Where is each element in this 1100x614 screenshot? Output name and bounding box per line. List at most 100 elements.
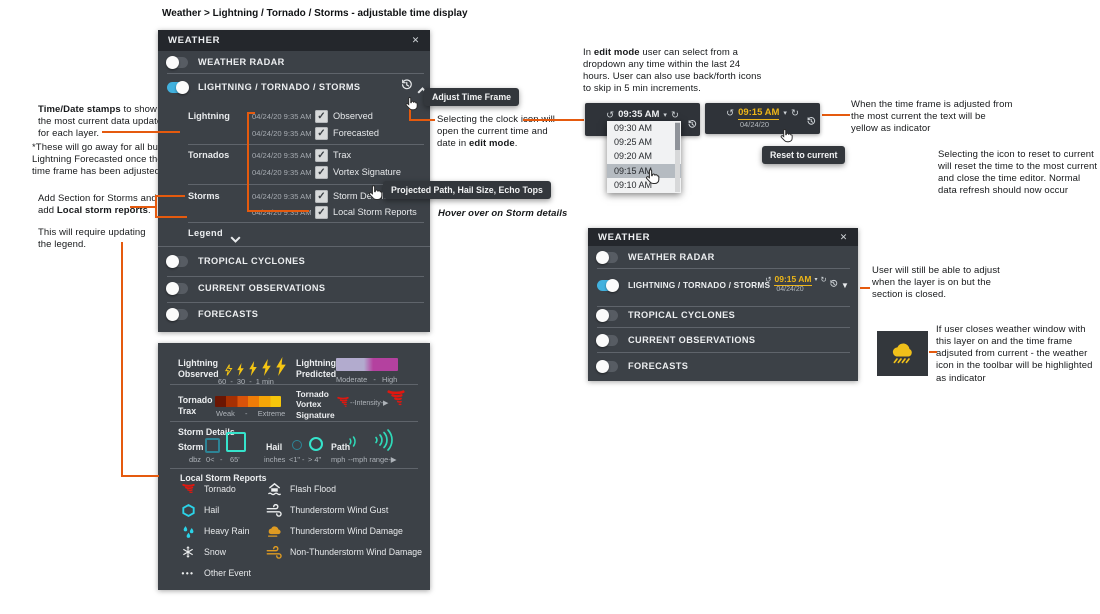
reset-to-current-icon[interactable]	[806, 113, 816, 131]
dropdown-item[interactable]: 09:20 AM	[614, 151, 653, 162]
layer-weather-radar[interactable]: WEATHER RADAR	[628, 252, 715, 262]
toggle-weather-radar[interactable]	[166, 56, 188, 69]
toggle-forecasts[interactable]	[596, 360, 618, 373]
divider	[167, 276, 424, 277]
annotation-add-section: Add Section for Storms and add Local sto…	[38, 193, 166, 217]
path-label: Path	[331, 442, 351, 452]
back-5min-icon[interactable]: ↺	[606, 109, 615, 121]
toggle-knob	[596, 309, 609, 322]
cursor-hand-icon	[366, 183, 385, 207]
annotation-text: Selecting the clock icon will open the c…	[437, 114, 556, 150]
layer-lightning-tornado-storms[interactable]: LIGHTNING / TORNADO / STORMS	[198, 82, 361, 92]
legend-toggle[interactable]: Legend	[188, 228, 224, 238]
layer-lightning-tornado-storms[interactable]: LIGHTNING / TORNADO / STORMS	[628, 280, 771, 290]
adjusted-time-value[interactable]: 09:15 AM	[774, 274, 812, 286]
annotation-text: .	[514, 138, 518, 150]
tornado-icon	[180, 483, 196, 496]
connector-line	[409, 102, 411, 121]
layer-row-storm-details: 04/24/20 9:35 AM ✓ Storm Details	[252, 188, 388, 204]
adjusted-time-value[interactable]: 09:15 AM	[738, 107, 780, 120]
dropdown-item[interactable]: 09:10 AM	[614, 179, 653, 190]
divider	[597, 268, 850, 269]
layer-row-vortex-signature: 04/24/20 9:35 AM ✓ Vortex Signature	[252, 164, 401, 180]
lsr-snow: Snow	[180, 544, 226, 560]
layer-tropical-cyclones[interactable]: TROPICAL CYCLONES	[628, 310, 736, 320]
weather-window-collapsed: WEATHER ✕ WEATHER RADAR LIGHTNING / TORN…	[588, 228, 858, 381]
scrollbar-track[interactable]	[675, 122, 680, 192]
storm-min: 0<	[206, 455, 215, 464]
checkbox-trax[interactable]: ✓	[315, 148, 328, 162]
lsr-label: Other Event	[204, 568, 251, 578]
toggle-tropical-cyclones[interactable]	[166, 255, 188, 268]
lightning-predicted-gradient	[336, 358, 398, 371]
close-icon[interactable]: ✕	[839, 231, 848, 242]
inline-time-row: ↺ 09:15 AM ▾ ↻	[754, 274, 838, 286]
timestamp: 04/24/20 9:35 AM	[252, 167, 312, 177]
cursor-hand-icon	[403, 95, 420, 117]
storm-max: 65'	[230, 455, 240, 464]
toggle-current-observations[interactable]	[166, 282, 188, 295]
layer-current-observations[interactable]: CURRENT OBSERVATIONS	[198, 283, 326, 293]
dropdown-item-selected[interactable]: 09:15 AM	[607, 163, 681, 178]
annotation-goaway: *These will go away for all but Lightnin…	[32, 142, 163, 178]
toggle-lightning-tornado-storms[interactable]	[167, 81, 189, 94]
toggle-weather-radar[interactable]	[596, 251, 618, 264]
layer-tropical-cyclones[interactable]: TROPICAL CYCLONES	[198, 256, 306, 266]
lsr-label: Thunderstorm Wind Damage	[290, 526, 403, 536]
tornado-icon-large	[387, 389, 405, 412]
dropdown-item[interactable]: 09:25 AM	[614, 137, 653, 148]
checkbox-storm-details[interactable]: ✓	[315, 189, 328, 203]
checkbox-observed[interactable]: ✓	[315, 109, 328, 123]
toggle-tropical-cyclones[interactable]	[596, 309, 618, 322]
divider	[188, 144, 424, 145]
time-dropdown: 09:30 AM 09:25 AM 09:20 AM 09:15 AM 09:1…	[607, 121, 681, 193]
layer-forecasts[interactable]: FORECASTS	[628, 361, 689, 371]
chevron-down-icon[interactable]	[230, 230, 241, 248]
divider	[188, 184, 424, 185]
caret-down-icon[interactable]: ▾	[814, 277, 818, 283]
hail-large-icon	[309, 437, 323, 451]
tooltip-projected-path: Projected Path, Hail Size, Echo Tops	[383, 181, 551, 199]
group-label-storms: Storms	[188, 191, 220, 201]
forward-5min-icon[interactable]: ↻	[820, 275, 827, 285]
toggle-lightning-tornado-storms[interactable]	[597, 279, 619, 292]
toggle-knob	[166, 255, 179, 268]
checkbox-forecasted[interactable]: ✓	[315, 126, 328, 140]
lightning-predicted-scale: Moderate - High	[336, 375, 398, 384]
checkmark-icon: ✓	[317, 127, 326, 139]
toggle-forecasts[interactable]	[166, 308, 188, 321]
lsr-label: Thunderstorm Wind Gust	[290, 505, 389, 515]
layer-weather-radar[interactable]: WEATHER RADAR	[198, 57, 285, 67]
forward-5min-icon[interactable]: ↻	[670, 109, 679, 121]
group-label-lightning: Lightning	[188, 111, 230, 121]
window-title: WEATHER	[168, 35, 221, 46]
checkbox-local-storm-reports[interactable]: ✓	[315, 205, 328, 219]
reset-clock-icon[interactable]	[687, 116, 697, 134]
back-5min-icon[interactable]: ↺	[765, 275, 772, 285]
wind-damage-cloud-icon	[266, 525, 282, 538]
layer-forecasts[interactable]: FORECASTS	[198, 309, 259, 319]
caret-down-filled-icon[interactable]: ▼	[841, 281, 849, 290]
row-label: Observed	[333, 111, 373, 121]
forward-5min-icon[interactable]: ↻	[790, 107, 799, 119]
annotation-text: In	[583, 47, 594, 58]
checkbox-vortex[interactable]: ✓	[315, 165, 328, 179]
caret-down-icon[interactable]: ▾	[663, 112, 667, 119]
wind-gust-icon	[266, 503, 282, 517]
annotation-bold: edit mode	[468, 138, 515, 150]
layer-row-observed: 04/24/20 9:35 AM ✓ Observed	[252, 108, 373, 124]
dropdown-item[interactable]: 09:30 AM	[614, 123, 653, 134]
toggle-current-observations[interactable]	[596, 334, 618, 347]
lsr-label: Tornado	[204, 484, 236, 494]
close-icon[interactable]: ✕	[411, 35, 420, 45]
adjust-time-clock-icon[interactable]	[400, 78, 413, 96]
reset-to-current-icon[interactable]	[829, 275, 838, 293]
toolbar-weather-button[interactable]	[877, 331, 928, 376]
connector-line	[155, 195, 157, 218]
caret-down-icon[interactable]: ▾	[783, 110, 787, 117]
scrollbar-thumb[interactable]	[675, 123, 680, 150]
layer-current-observations[interactable]: CURRENT OBSERVATIONS	[628, 335, 756, 345]
toggle-knob	[166, 308, 179, 321]
back-5min-icon[interactable]: ↺	[726, 107, 735, 119]
tornado-trax-scale: Weak - Extreme	[216, 409, 286, 418]
